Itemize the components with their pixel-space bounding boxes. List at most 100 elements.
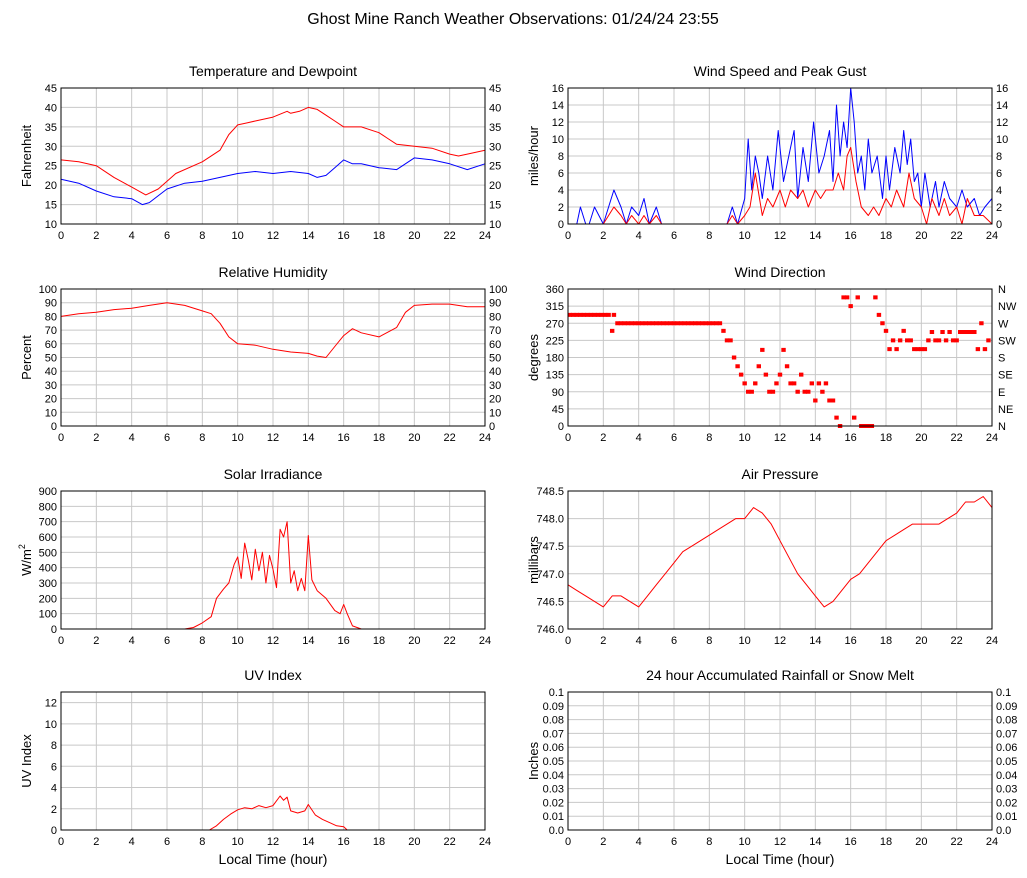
y-tick-label: 180 <box>546 353 564 365</box>
y-tick-label-right: 50 <box>489 353 501 365</box>
y-tick-label-right: 16 <box>996 83 1008 95</box>
x-tick-label: 8 <box>199 635 205 647</box>
y-axis-label: millibars <box>526 536 541 584</box>
x-tick-label: 22 <box>444 432 456 444</box>
y-tick-label: 0.08 <box>543 715 564 727</box>
y-tick-label: 70 <box>45 325 57 337</box>
compass-tick-label: NW <box>998 301 1017 313</box>
wind-direction-point <box>979 321 984 326</box>
x-tick-label: 14 <box>809 635 821 647</box>
wind-direction-point <box>806 389 811 394</box>
y-tick-label: 20 <box>45 180 57 192</box>
y-tick-label: 35 <box>45 122 57 134</box>
x-tick-label: 22 <box>444 230 456 242</box>
wind-direction-point <box>654 321 659 326</box>
x-tick-label: 24 <box>986 432 998 444</box>
y-tick-label: 100 <box>39 609 57 621</box>
x-tick-label: 18 <box>373 635 385 647</box>
wind-direction-point <box>696 321 701 326</box>
x-tick-label: 8 <box>706 432 712 444</box>
wind-direction-point <box>816 381 822 386</box>
y-tick-label: 40 <box>45 366 57 378</box>
x-tick-label: 12 <box>774 836 786 848</box>
x-tick-label: 14 <box>809 230 821 242</box>
wind-direction-point <box>622 321 627 326</box>
y-tick-label-right: 100 <box>489 284 507 296</box>
compass-tick-label: SE <box>998 370 1013 382</box>
y-tick-label-right: 70 <box>489 325 501 337</box>
x-tick-label: 6 <box>164 230 170 242</box>
x-tick-label: 4 <box>129 432 135 444</box>
wind-direction-point <box>830 398 836 403</box>
y-tick-label: 900 <box>39 486 57 498</box>
x-tick-label: 6 <box>164 836 170 848</box>
x-tick-label: 2 <box>93 635 99 647</box>
plot-frame <box>567 288 993 427</box>
wind-direction-point <box>936 338 942 343</box>
y-tick-label-right: 0.01 <box>996 811 1017 823</box>
wind-direction-point <box>791 381 797 386</box>
wind-direction-point <box>841 295 846 300</box>
chart-title: Relative Humidity <box>219 264 328 280</box>
y-tick-label-right: 10 <box>489 407 501 419</box>
y-tick-label: 30 <box>45 141 57 153</box>
y-axis-label: Inches <box>526 741 541 780</box>
x-tick-label: 16 <box>338 230 350 242</box>
wind-direction-point <box>795 389 800 394</box>
humidity-series-1-line <box>60 302 485 358</box>
y-tick-label-right: 0 <box>996 219 1002 231</box>
y-tick-label: 8 <box>558 151 564 163</box>
x-tick-label: 6 <box>164 635 170 647</box>
wind-direction-point <box>618 321 624 326</box>
y-tick-label-right: 0.04 <box>996 770 1017 782</box>
chart-wind-direction: 0 2 4 6 8 10 12 14 16 18 20 22 240459013518022527031… <box>526 264 1017 444</box>
wind-direction-point <box>625 321 631 326</box>
wind-direction-point <box>756 364 761 369</box>
x-tick-label: 20 <box>408 432 420 444</box>
x-tick-label: 18 <box>880 836 892 848</box>
x-tick-label: 18 <box>373 432 385 444</box>
wind-direction-point <box>731 355 737 360</box>
x-tick-label: 14 <box>302 635 314 647</box>
x-tick-label: 10 <box>739 635 751 647</box>
wind-direction-point <box>671 321 677 326</box>
compass-tick-label: E <box>998 387 1005 399</box>
y-tick-label: 800 <box>39 501 57 513</box>
x-tick-label: 18 <box>880 635 892 647</box>
wind-direction-point <box>609 328 615 333</box>
y-axis-label: W/m2 <box>17 544 34 576</box>
y-tick-label-right: 4 <box>996 185 1002 197</box>
uv-series-1-line <box>61 795 485 831</box>
y-tick-label-right: 80 <box>489 311 501 323</box>
y-tick-label: 748.5 <box>536 486 564 498</box>
pressure-series-1-line <box>567 496 993 608</box>
y-tick-label-right: 0.07 <box>996 728 1017 740</box>
y-tick-label-right: 15 <box>489 200 501 212</box>
plot-frame <box>60 691 486 831</box>
x-tick-label: 0 <box>58 230 64 242</box>
x-tick-label: 16 <box>845 635 857 647</box>
y-tick-label: 0 <box>51 624 57 636</box>
x-tick-label: 14 <box>809 432 821 444</box>
wind-direction-point <box>746 389 751 394</box>
wind-direction-point <box>710 321 716 326</box>
x-tick-label: 10 <box>232 836 244 848</box>
wind-direction-point <box>703 321 708 326</box>
y-tick-label: 360 <box>546 284 564 296</box>
wind-direction-point <box>707 321 712 326</box>
wind-direction-point <box>968 330 973 335</box>
y-tick-label-right: 40 <box>489 102 501 114</box>
x-tick-label: 2 <box>600 432 606 444</box>
y-tick-label: 0.09 <box>543 701 564 713</box>
wind-direction-point <box>592 312 597 317</box>
wind-direction-point <box>571 312 576 317</box>
wind-direction-point <box>777 372 783 377</box>
wind-direction-point <box>933 338 938 343</box>
x-tick-label: 16 <box>338 836 350 848</box>
x-tick-label: 10 <box>739 836 751 848</box>
wind-direction-point <box>636 321 641 326</box>
x-tick-label: 16 <box>845 836 857 848</box>
wind-direction-point <box>724 338 730 343</box>
x-tick-label: 12 <box>267 635 279 647</box>
